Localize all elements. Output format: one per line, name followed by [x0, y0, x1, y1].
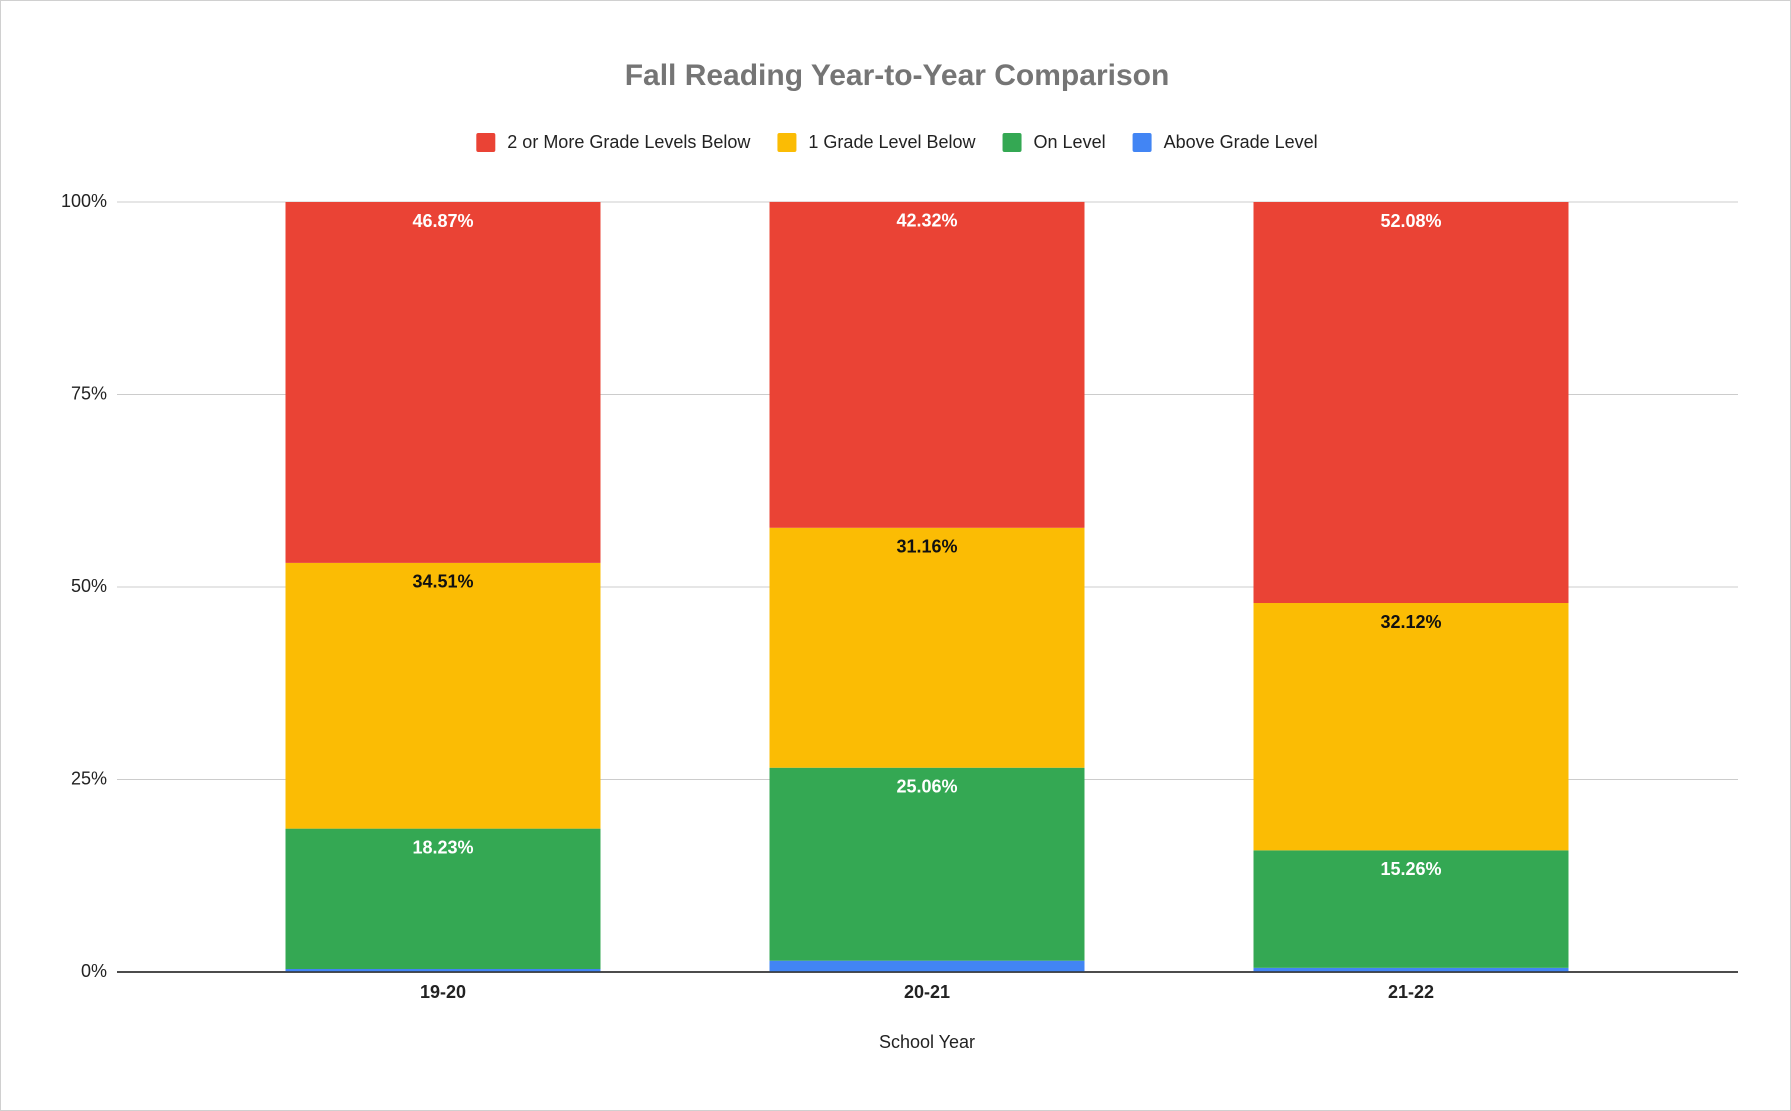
legend-label: 2 or More Grade Levels Below: [507, 132, 751, 152]
bar-segment: [1253, 603, 1569, 851]
y-tick-label: 0%: [81, 961, 107, 981]
bar-segment: [285, 202, 601, 563]
y-tick-label: 100%: [61, 191, 107, 211]
data-label: 34.51%: [412, 572, 473, 592]
y-tick-label: 75%: [71, 383, 107, 403]
legend-swatch: [1002, 133, 1022, 152]
data-label: 46.87%: [412, 211, 473, 231]
chart-title: Fall Reading Year-to-Year Comparison: [625, 59, 1170, 92]
bar-segment: [1253, 967, 1569, 972]
legend-label: On Level: [1034, 132, 1106, 152]
x-tick-label: 21-22: [1388, 982, 1434, 1002]
data-label: 18.23%: [412, 837, 473, 857]
legend-label: 1 Grade Level Below: [808, 132, 976, 152]
legend-label: Above Grade Level: [1164, 132, 1318, 152]
legend-swatch: [476, 133, 496, 152]
bar-segment: [285, 562, 601, 829]
y-tick-label: 50%: [71, 576, 107, 596]
data-label: 42.32%: [896, 211, 957, 231]
bar-segment: [1253, 202, 1569, 604]
bar-segment: [769, 767, 1085, 961]
data-label: 15.26%: [1380, 859, 1441, 879]
y-tick-label: 25%: [71, 768, 107, 788]
bar-segment: [285, 828, 601, 969]
data-label: 31.16%: [896, 537, 957, 557]
data-label: 32.12%: [1380, 612, 1441, 632]
x-tick-label: 20-21: [904, 982, 950, 1002]
data-label: 25.06%: [896, 776, 957, 796]
legend-swatch: [1132, 133, 1152, 152]
bar-segment: [285, 968, 601, 972]
bar-segment: [769, 960, 1085, 972]
legend-swatch: [777, 133, 797, 152]
bar-segment: [769, 527, 1085, 768]
x-axis-title: School Year: [879, 1032, 975, 1052]
bar-segment: [769, 201, 1085, 528]
bar-segment: [1253, 850, 1569, 968]
data-label: 52.08%: [1380, 211, 1441, 231]
x-tick-label: 19-20: [420, 982, 466, 1002]
